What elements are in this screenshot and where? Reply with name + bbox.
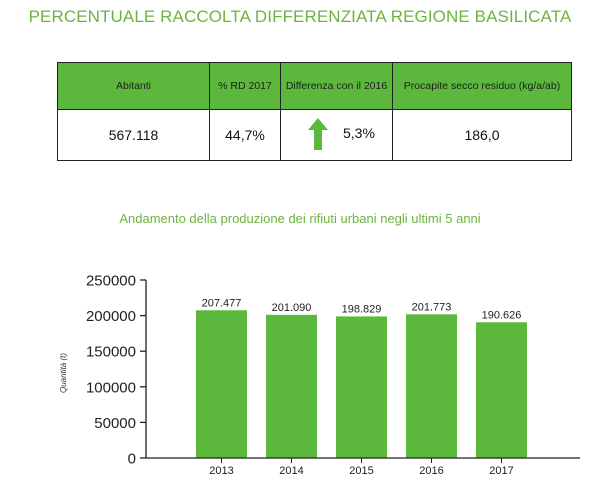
y-tick-label: 50000: [94, 415, 136, 432]
y-tick-label: 0: [128, 451, 136, 468]
y-tick-label: 100000: [86, 379, 136, 396]
up-arrow-icon: [308, 118, 328, 150]
x-tick-label: 2017: [489, 465, 513, 477]
y-tick-label: 250000: [86, 273, 136, 290]
value-abitanti: 567.118: [57, 109, 210, 161]
bar-data-label: 201.090: [272, 302, 312, 314]
bar: [476, 322, 527, 458]
header-differenza: Differenza con il 2016: [280, 62, 393, 110]
kpi-table: Abitanti % RD 2017 Differenza con il 201…: [57, 62, 572, 161]
y-tick-label: 150000: [86, 344, 136, 361]
chart-subtitle: Andamento della produzione dei rifiuti u…: [119, 211, 481, 226]
x-tick-label: 2016: [419, 465, 443, 477]
kpi-header-row: Abitanti % RD 2017 Differenza con il 201…: [57, 62, 572, 110]
value-differenza: 5,3%: [343, 125, 375, 141]
x-tick-label: 2015: [349, 465, 373, 477]
header-procapite: Procapite secco residuo (kg/a/ab): [392, 62, 572, 110]
value-rd: 44,7%: [209, 109, 281, 161]
x-axis: 2013 2014 2015 2016 2017: [146, 457, 580, 477]
x-tick-label: 2014: [279, 465, 303, 477]
y-axis-label: Quantità (t): [59, 353, 68, 393]
bar: [336, 316, 387, 458]
bars: 207.477 201.090 198.829 201.773 190.626: [196, 297, 527, 458]
page-title: PERCENTUALE RACCOLTA DIFFERENZIATA REGIO…: [28, 7, 572, 26]
bar-data-label: 201.773: [412, 301, 452, 313]
header-abitanti: Abitanti: [57, 62, 210, 110]
value-differenza-cell: 5,3%: [280, 109, 393, 161]
bar-data-label: 190.626: [482, 309, 522, 321]
bar: [406, 314, 457, 458]
bar: [196, 310, 247, 458]
kpi-value-row: 567.118 44,7% 5,3% 186,0: [57, 109, 572, 161]
bar: [266, 314, 317, 458]
bar-data-label: 198.829: [342, 303, 382, 315]
bar-data-label: 207.477: [202, 297, 242, 309]
value-procapite: 186,0: [392, 109, 572, 161]
y-tick-label: 200000: [86, 308, 136, 325]
x-tick-label: 2013: [209, 465, 233, 477]
header-rd: % RD 2017: [209, 62, 281, 110]
y-axis: 0 50000 100000 150000 200000 250000: [86, 273, 147, 468]
